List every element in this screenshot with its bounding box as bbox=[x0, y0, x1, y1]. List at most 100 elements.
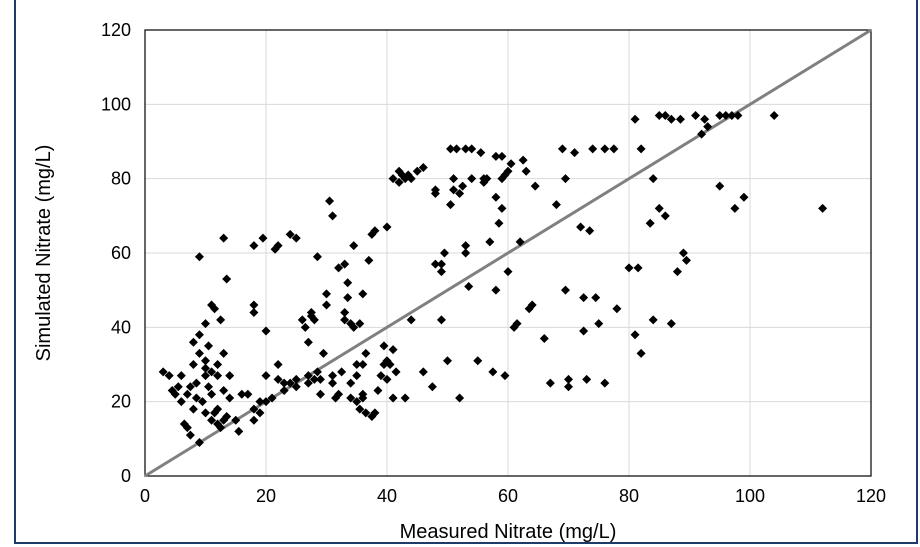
data-point bbox=[358, 360, 368, 369]
data-point bbox=[194, 252, 204, 262]
data-point bbox=[370, 226, 380, 236]
data-point bbox=[300, 322, 310, 332]
data-point bbox=[557, 144, 567, 154]
data-point bbox=[285, 378, 295, 388]
data-point bbox=[222, 274, 232, 284]
x-tick-label: 120 bbox=[856, 486, 886, 506]
data-point bbox=[654, 110, 664, 120]
data-point bbox=[361, 348, 371, 358]
data-point bbox=[234, 426, 244, 436]
data-point bbox=[291, 382, 301, 392]
data-point bbox=[173, 382, 183, 392]
data-point bbox=[194, 330, 204, 340]
data-point bbox=[334, 389, 344, 399]
data-point bbox=[591, 293, 601, 303]
data-point bbox=[494, 218, 504, 228]
data-point bbox=[373, 386, 383, 396]
data-point bbox=[358, 389, 368, 399]
data-point bbox=[343, 293, 353, 303]
data-point bbox=[312, 252, 322, 262]
data-point bbox=[328, 371, 338, 381]
data-point bbox=[446, 200, 456, 210]
data-point bbox=[361, 408, 371, 418]
data-point bbox=[355, 404, 365, 414]
data-point bbox=[219, 386, 229, 396]
data-point bbox=[461, 248, 471, 258]
data-point bbox=[630, 114, 640, 124]
data-point bbox=[666, 114, 676, 124]
data-point bbox=[443, 356, 452, 366]
data-point bbox=[452, 144, 462, 154]
data-points bbox=[158, 110, 828, 448]
data-point bbox=[231, 415, 241, 425]
x-tick-label: 100 bbox=[735, 486, 765, 506]
data-point bbox=[476, 148, 486, 158]
y-tick-label: 20 bbox=[111, 392, 131, 412]
data-point bbox=[406, 174, 416, 184]
data-point bbox=[207, 367, 217, 377]
data-point bbox=[527, 300, 537, 310]
data-point bbox=[385, 360, 395, 369]
data-point bbox=[654, 203, 664, 213]
data-point bbox=[225, 371, 235, 381]
data-point bbox=[352, 371, 362, 381]
data-point bbox=[322, 300, 331, 310]
data-point bbox=[210, 304, 220, 314]
data-point bbox=[636, 144, 646, 154]
data-point bbox=[343, 278, 353, 288]
data-point bbox=[201, 408, 210, 418]
data-point bbox=[461, 241, 471, 251]
plot-border bbox=[144, 29, 872, 477]
data-point bbox=[491, 192, 501, 202]
data-point bbox=[530, 181, 540, 191]
data-point bbox=[418, 163, 428, 173]
scatter-chart: 0 20 40 60 80 100 120 0 20 40 60 80 100 120 Measured… bbox=[33, 20, 886, 543]
y-tick-label: 0 bbox=[121, 466, 131, 486]
data-point bbox=[201, 363, 210, 373]
data-point bbox=[600, 378, 610, 388]
data-point bbox=[439, 248, 449, 258]
x-tick-label: 40 bbox=[377, 486, 397, 506]
data-point bbox=[636, 348, 646, 358]
data-point bbox=[400, 393, 410, 403]
data-point bbox=[337, 367, 347, 377]
data-point bbox=[518, 155, 528, 165]
data-point bbox=[258, 233, 268, 243]
data-point bbox=[672, 267, 682, 277]
data-point bbox=[666, 319, 676, 329]
data-point bbox=[170, 389, 180, 399]
x-tick-label: 20 bbox=[256, 486, 276, 506]
data-point bbox=[176, 371, 186, 381]
data-point bbox=[285, 229, 295, 239]
y-tick-label: 60 bbox=[111, 243, 131, 263]
data-point bbox=[334, 263, 344, 273]
data-point bbox=[503, 267, 513, 277]
data-point bbox=[461, 144, 471, 154]
data-point bbox=[633, 263, 643, 273]
data-point bbox=[624, 263, 634, 273]
data-point bbox=[388, 393, 398, 403]
data-point bbox=[197, 397, 207, 407]
data-point bbox=[675, 114, 685, 124]
data-point bbox=[382, 374, 392, 384]
data-point bbox=[609, 144, 619, 154]
data-point bbox=[309, 315, 319, 325]
data-point bbox=[446, 144, 456, 154]
data-point bbox=[473, 356, 483, 366]
data-point bbox=[427, 382, 437, 392]
data-point bbox=[182, 389, 192, 399]
data-point bbox=[185, 430, 195, 440]
data-point bbox=[594, 319, 604, 329]
data-point bbox=[219, 348, 229, 358]
data-point bbox=[382, 222, 392, 232]
data-point bbox=[352, 360, 362, 369]
data-point bbox=[455, 189, 465, 199]
data-point bbox=[503, 166, 513, 176]
data-point bbox=[715, 110, 725, 120]
data-point bbox=[376, 371, 386, 381]
data-point bbox=[576, 222, 586, 232]
data-point bbox=[394, 177, 404, 187]
data-point bbox=[303, 371, 313, 381]
data-point bbox=[188, 360, 198, 369]
data-point bbox=[273, 360, 283, 369]
